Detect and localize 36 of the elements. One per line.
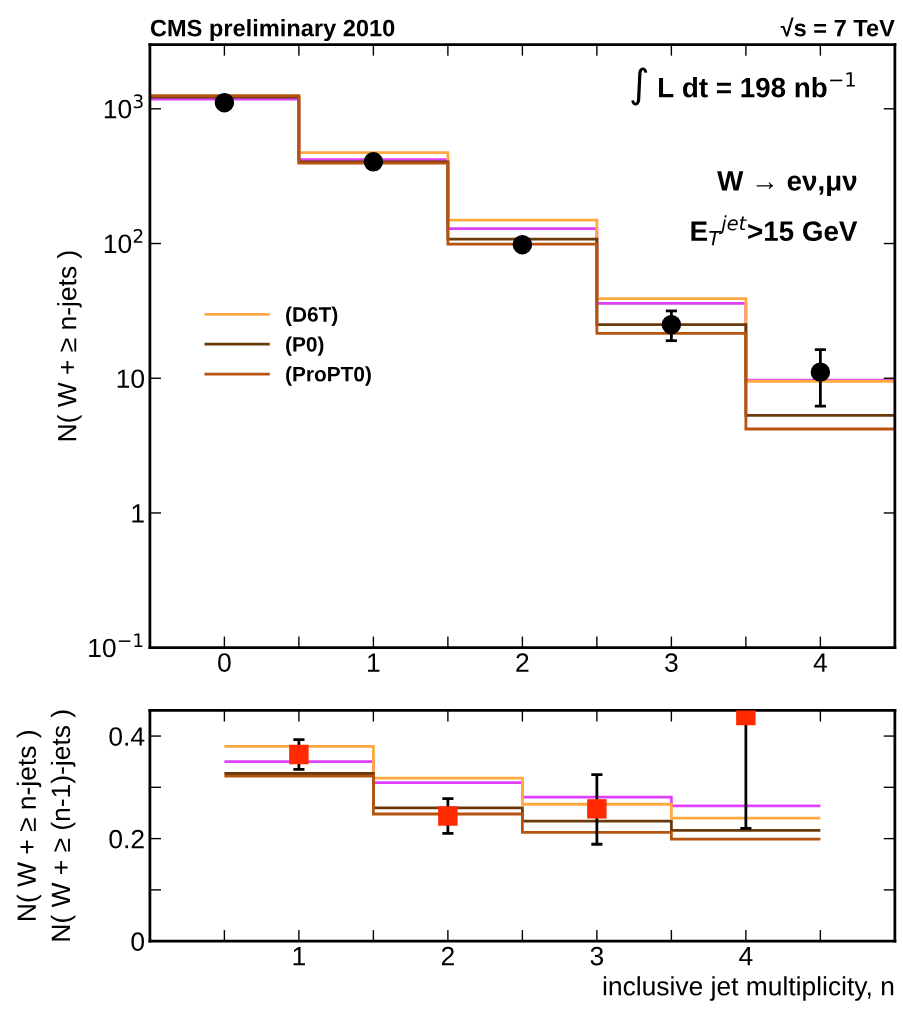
x-tick-label: 0 [218, 653, 231, 672]
x-tick-label: 1 [293, 946, 305, 966]
legend-label: (P0) [286, 336, 324, 356]
x-tick-label: 3 [590, 946, 604, 966]
annotation: E$_{T}$$^{jet}$>15 GeV [691, 215, 858, 246]
x-tick-label: 2 [441, 946, 454, 966]
y-tick-label: 10$^{2}$ [104, 229, 143, 254]
legend-label: (D6T) [286, 306, 338, 326]
x-tick-label: 2 [516, 653, 529, 672]
y-tick-label: 10 [117, 369, 145, 389]
y-tick-label: 0 [131, 932, 145, 951]
y-tick-label: 10$^{−1}$ [89, 633, 143, 658]
point [363, 152, 384, 172]
point [661, 314, 682, 335]
point [587, 799, 607, 819]
legend-label: (ProPT0) [286, 366, 371, 386]
point [438, 806, 458, 826]
point [289, 744, 309, 765]
y-tick-label: 0.4 [109, 727, 145, 746]
point [512, 234, 533, 255]
y-axis-title: N( W + ≥ n-jets ) N( W + ≥ (n-1)-jets ) [16, 710, 76, 941]
y-tick-label: 1 [132, 504, 144, 523]
chart-subtitle: √s = 7 TeV [780, 17, 895, 37]
x-axis-title: inclusive jet multiplicity, n [603, 976, 894, 1001]
y-tick-label: 0.2 [109, 829, 144, 849]
annotation: W → eν,μν [717, 171, 857, 197]
point [810, 362, 831, 382]
chart-title: CMS preliminary 2010 [150, 19, 395, 42]
y-axis-title: N( W + ≥ n-jets ) [57, 251, 82, 441]
point [214, 92, 235, 113]
x-tick-label: 4 [813, 653, 827, 672]
x-tick-label: 4 [739, 946, 753, 966]
x-tick-label: 3 [665, 653, 678, 672]
annotation: ∫ L dt = 198 nb$^{−1}$ [631, 67, 855, 106]
y-tick-label: 10$^{3}$ [104, 94, 143, 119]
x-tick-label: 1 [368, 653, 380, 672]
